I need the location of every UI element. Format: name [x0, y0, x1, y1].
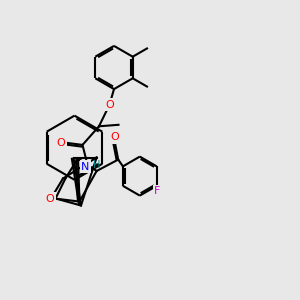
Text: O: O	[110, 132, 119, 142]
Text: O: O	[46, 194, 55, 204]
Text: F: F	[154, 186, 161, 196]
Text: H: H	[93, 160, 100, 170]
Text: O: O	[56, 137, 65, 148]
Text: N: N	[81, 161, 90, 172]
Text: O: O	[105, 100, 114, 110]
Text: O: O	[44, 194, 52, 204]
